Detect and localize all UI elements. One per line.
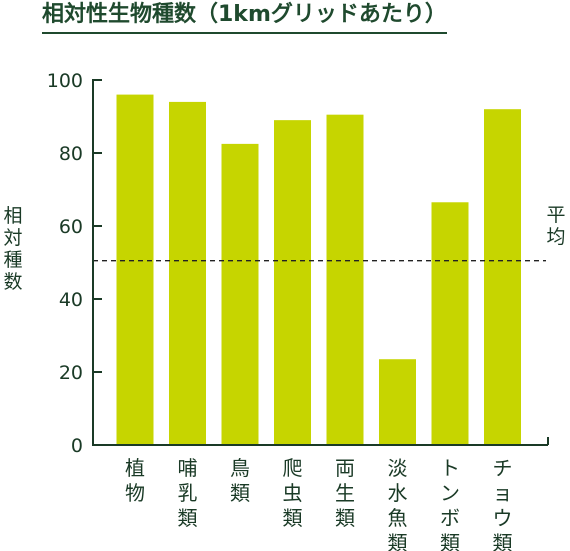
- bar-7: [431, 202, 469, 445]
- y-ticks-group: 0 20 40 60 80 100: [47, 70, 102, 457]
- average-line-label: 平均: [546, 204, 566, 248]
- y-tick-label: 40: [59, 289, 83, 311]
- y-tick-label: 100: [47, 70, 83, 92]
- bar-4: [274, 120, 311, 446]
- x-category-label: 鳥類: [230, 456, 250, 505]
- x-category-label: 植物: [125, 456, 145, 505]
- chart-title: 相対性生物種数（1kmグリッドあたり）: [42, 0, 447, 34]
- bars-group: [116, 94, 521, 446]
- y-tick-label: 80: [59, 143, 83, 165]
- y-axis-label: 相対種数: [3, 205, 23, 293]
- x-category-label: チョウ類: [493, 456, 513, 551]
- x-category-label: 哺乳類: [178, 456, 198, 530]
- bar-3: [221, 143, 259, 445]
- bar-2: [169, 101, 206, 446]
- x-category-label: 両生類: [335, 456, 355, 530]
- bar-8: [484, 109, 521, 445]
- y-tick-label: 0: [71, 435, 83, 457]
- x-category-label: 淡水魚類: [388, 456, 408, 551]
- bar-6: [379, 359, 416, 445]
- x-category-label: トンボ類: [440, 456, 460, 551]
- bar-5: [326, 114, 364, 446]
- axes-group: [92, 79, 549, 446]
- x-labels-group: 植物 哺乳類 鳥類 爬虫類 両生類 淡水魚類 トンボ類 チョウ類: [125, 456, 513, 551]
- bar-1: [116, 94, 154, 445]
- chart-title-wrap: 相対性生物種数（1kmグリッドあたり）: [42, 0, 447, 34]
- x-category-label: 爬虫類: [283, 456, 303, 530]
- y-tick-label: 60: [59, 216, 83, 238]
- y-tick-label: 20: [59, 362, 83, 384]
